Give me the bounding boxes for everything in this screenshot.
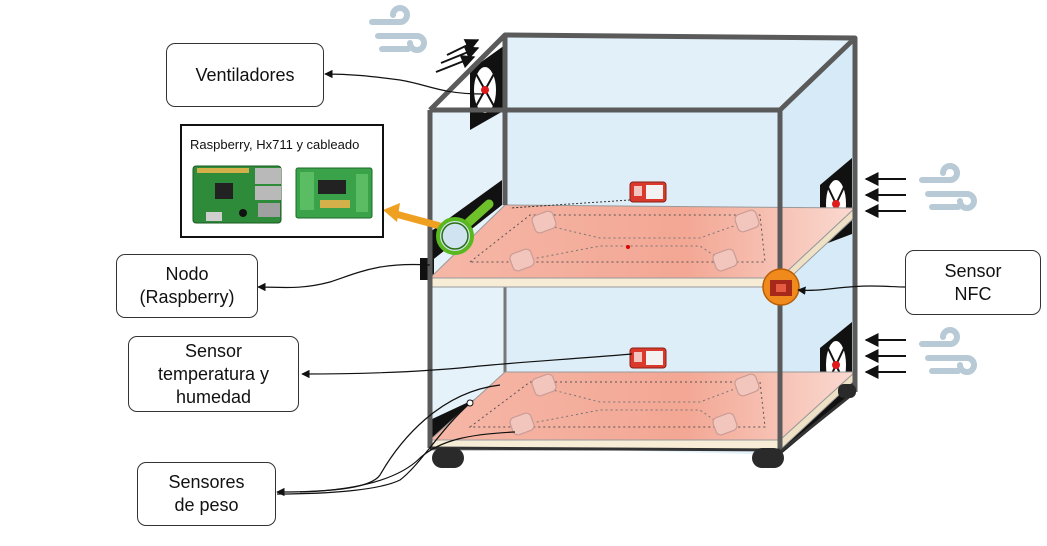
- wind-icon: [919, 163, 977, 211]
- temperature-sensor-icon: [629, 347, 667, 369]
- raspberry-inset-panel: Raspberry, Hx711 y cableado: [180, 124, 384, 238]
- wheels: [432, 384, 856, 468]
- node-label: Nodo (Raspberry): [116, 254, 258, 318]
- wind-icon: [369, 5, 427, 53]
- nfc-sensor-icon: [762, 268, 800, 306]
- wind-icon: [919, 327, 977, 375]
- frame: [427, 32, 858, 455]
- fan-icon: [472, 65, 498, 115]
- nfc-sensor-label: Sensor NFC: [905, 250, 1041, 315]
- weight-sensors-label: Sensores de peso: [137, 462, 276, 526]
- magnifier-icon: [383, 199, 494, 255]
- temperature-sensor-icon: [629, 181, 667, 203]
- cabinet: [383, 32, 858, 468]
- inset-title: Raspberry, Hx711 y cableado: [190, 137, 360, 152]
- load-cell-icon: [509, 209, 760, 436]
- temp-humidity-label: Sensor temperatura y humedad: [128, 336, 299, 412]
- lower-shelf: [428, 370, 857, 452]
- connectors: [257, 69, 906, 497]
- fans-label: Ventiladores: [166, 43, 324, 107]
- airflow-arrows: [435, 39, 906, 379]
